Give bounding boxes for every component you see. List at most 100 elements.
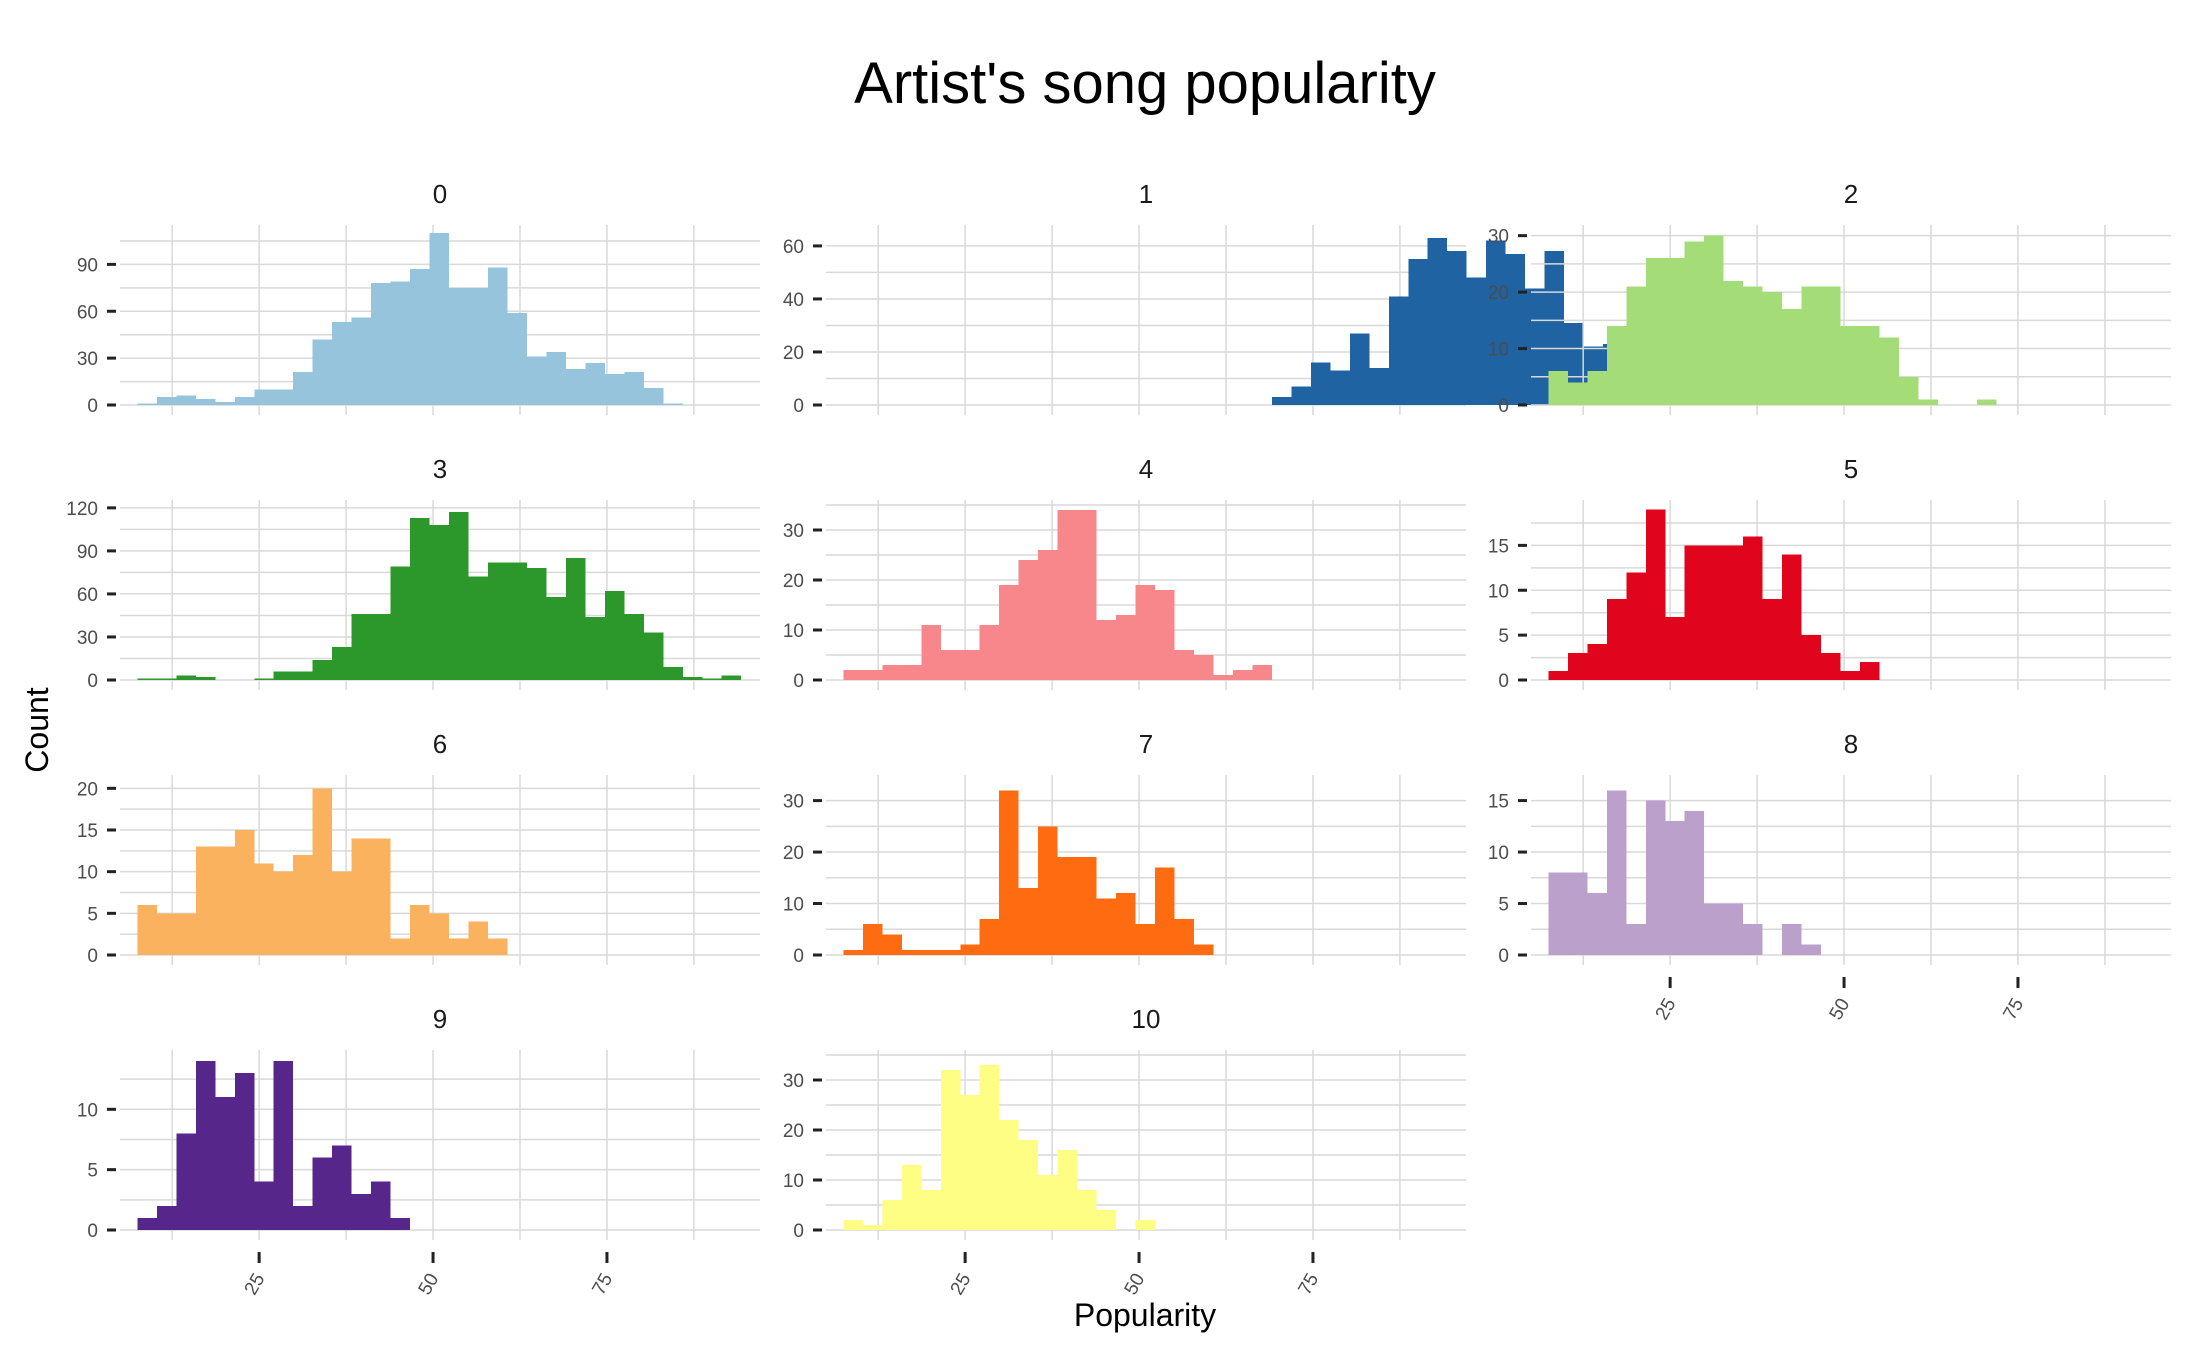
histogram-bar (1723, 280, 1744, 405)
histogram-bar (1743, 924, 1763, 955)
x-tick-label: 25 (947, 1270, 976, 1299)
y-tick-label: 10 (783, 1171, 804, 1192)
histogram-bar (1743, 536, 1763, 680)
histogram-bar (1762, 599, 1783, 680)
y-axis-label: Count (19, 687, 55, 773)
histogram-bar (215, 401, 235, 405)
facet-panels: 0030609010204060201020303030609012040102… (66, 179, 2171, 1299)
histogram-bar (1645, 509, 1666, 680)
histogram-bar (332, 322, 352, 405)
histogram-bar (410, 269, 430, 405)
histogram-bar (1918, 399, 1938, 405)
histogram-bar (1018, 1140, 1039, 1230)
histogram-bar (843, 1220, 863, 1230)
y-tick-label: 10 (1488, 843, 1509, 864)
histogram-bar (1116, 615, 1136, 680)
histogram-bar (410, 905, 430, 955)
histogram-bar (643, 387, 664, 405)
y-tick-label: 10 (1488, 581, 1509, 602)
histogram-bar (293, 855, 313, 955)
histogram-bar (156, 913, 177, 955)
histogram-bar (1232, 670, 1253, 680)
histogram-bar (1665, 821, 1685, 955)
histogram-bar (901, 1165, 922, 1230)
histogram-bar (940, 1070, 961, 1230)
histogram-bar (293, 671, 313, 680)
y-tick-label: 0 (1498, 396, 1509, 417)
histogram-bar (390, 1217, 411, 1230)
y-tick-label: 30 (1488, 227, 1509, 248)
histogram-bar (1567, 653, 1588, 680)
histogram-bar (1548, 671, 1568, 680)
histogram-bar (1135, 924, 1156, 955)
x-tick-label: 75 (1295, 1270, 1324, 1299)
histogram-bar (862, 1225, 883, 1230)
histogram-bar (1548, 371, 1568, 405)
histogram-bar (1840, 325, 1861, 405)
y-tick-label: 0 (793, 396, 804, 417)
histogram-bar (449, 938, 469, 955)
y-tick-label: 5 (87, 904, 98, 925)
x-tick-label: 75 (589, 1270, 618, 1299)
histogram-bar (1096, 1210, 1117, 1230)
histogram-bar (351, 838, 372, 955)
histogram-bar (429, 913, 450, 955)
histogram-bar (1645, 258, 1666, 405)
y-tick-label: 30 (783, 792, 804, 813)
histogram-bar (254, 678, 274, 680)
histogram-bar (624, 372, 644, 405)
histogram-bar (156, 397, 177, 405)
histogram-bar (137, 678, 157, 680)
y-tick-label: 5 (87, 1161, 98, 1182)
histogram-bar (1213, 675, 1233, 680)
facet-panel-0: 0 0 30 60 90 (77, 179, 760, 417)
histogram-bar (1548, 872, 1568, 955)
x-tick-label: 50 (415, 1270, 444, 1299)
histogram-bar (195, 398, 216, 405)
histogram-bar (1626, 286, 1646, 405)
histogram-bar (176, 1133, 196, 1230)
histogram-bar (604, 373, 625, 405)
histogram-bar (1879, 337, 1899, 405)
y-tick-label: 10 (783, 621, 804, 642)
histogram-bar (1408, 259, 1428, 405)
histogram-bar (1057, 1150, 1078, 1230)
histogram-bar (332, 647, 352, 680)
histogram-bar (1860, 662, 1880, 680)
histogram-bar (371, 614, 391, 680)
histogram-bar (351, 1193, 372, 1230)
histogram-bar (1155, 867, 1175, 955)
histogram-bar (215, 1097, 235, 1230)
histogram-bar (1684, 810, 1705, 955)
histogram-bar (1271, 397, 1292, 405)
histogram-bar (1096, 898, 1117, 955)
histogram-bar (507, 312, 527, 405)
histogram-bar (468, 287, 488, 405)
histogram-bar (176, 395, 196, 405)
histogram-bar (273, 871, 294, 955)
histogram-bar (940, 650, 961, 680)
histogram-bar (1626, 572, 1646, 680)
histogram-bar (1976, 399, 1997, 405)
facet-label: 2 (1844, 179, 1858, 209)
x-tick-label: 50 (1826, 995, 1855, 1024)
x-tick-label: 50 (1121, 1270, 1150, 1299)
histogram-bar (351, 317, 372, 405)
facet-panel-9: 9 0 5 10 25 50 75 (77, 1004, 760, 1299)
histogram-bar (293, 1205, 313, 1230)
histogram-bar (254, 389, 274, 405)
histogram-bar (468, 921, 488, 955)
histogram-bar (960, 1095, 980, 1230)
histogram-bar (273, 1061, 294, 1230)
histogram-bar (488, 938, 508, 955)
histogram-bar (1057, 510, 1078, 680)
histogram-bar (390, 566, 411, 680)
histogram-bar (1330, 370, 1350, 405)
y-tick-label: 90 (77, 542, 98, 563)
histogram-bar (312, 659, 333, 680)
facet-label: 6 (433, 729, 447, 759)
y-tick-label: 30 (77, 349, 98, 370)
facet-panel-7: 7 0 10 20 30 (783, 729, 1466, 967)
histogram-bar (882, 665, 902, 680)
x-axis-label: Popularity (1074, 1297, 1216, 1333)
